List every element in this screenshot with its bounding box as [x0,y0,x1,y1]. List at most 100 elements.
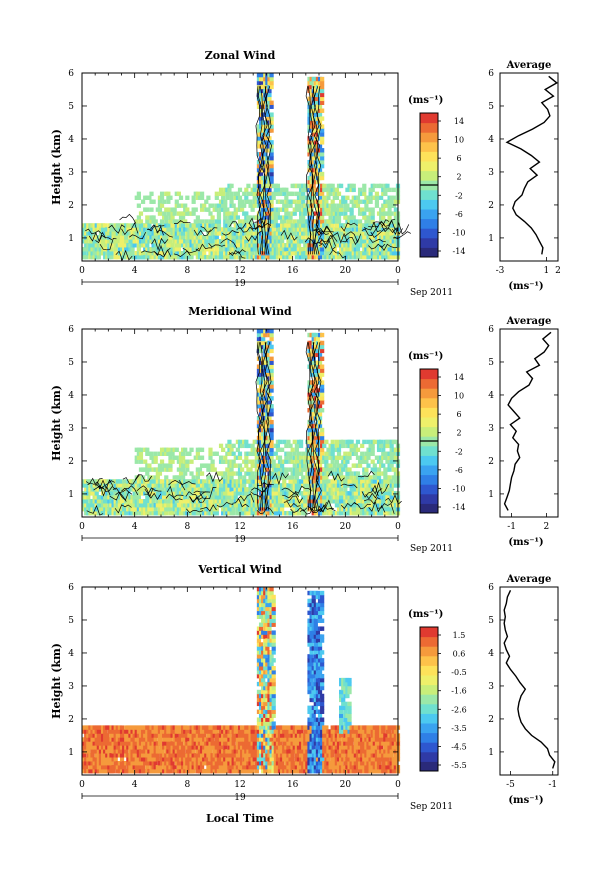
heatmap-cell [277,447,283,453]
heatmap-cell [126,764,131,770]
heatmap-cell [122,737,127,742]
heatmap-cell [145,254,150,260]
heatmap-cell [269,510,274,516]
heatmap-cell [223,203,228,208]
heatmap-cell [294,227,299,232]
heatmap-cell [164,247,169,252]
heatmap-cell [277,239,283,244]
y-tick-label: 3 [68,168,74,178]
heatmap-cell [265,140,270,145]
heatmap-cell [229,195,234,200]
heatmap-cell [113,495,118,500]
heatmap-cell [311,332,316,338]
heatmap-cell [151,250,156,256]
heatmap-cell [263,120,268,125]
heatmap-cell [376,475,382,480]
heatmap-cell [258,328,264,334]
heatmap-cell [296,499,302,504]
heatmap-cell [265,80,270,86]
heatmap-cell [214,231,219,236]
heatmap-cell [258,72,264,78]
heatmap-cell [317,404,323,409]
heatmap-cell [107,753,112,758]
heatmap-cell [115,741,120,746]
heatmap-cell [157,479,163,484]
heatmap-cell [136,745,141,750]
heatmap-cell [86,729,91,734]
heatmap-cell [341,235,346,240]
heatmap-cell [202,503,207,508]
heatmap-cell [288,451,293,456]
profile-y-tick-label: 5 [488,102,494,112]
heatmap-cell [237,195,243,200]
heatmap-cell [229,243,234,248]
heatmap-cell [153,467,158,472]
heatmap-cell [235,215,240,220]
heatmap-cell [258,388,264,393]
heatmap-cell [309,356,314,361]
heatmap-cell [309,148,314,153]
heatmap-cell [122,483,127,488]
heatmap-cell [122,243,127,248]
heatmap-cell [136,455,141,460]
heatmap-cell [170,510,175,516]
heatmap-cell [381,479,386,484]
heatmap-cell [311,495,316,500]
heatmap-cell [349,495,354,500]
heatmap-cell [248,487,253,492]
heatmap-cell [246,471,251,476]
heatmap-cell [221,447,226,453]
heatmap-cell [294,223,299,228]
heatmap-cell [315,368,321,373]
heatmap-cell [273,479,278,484]
heatmap-cell [353,491,358,496]
heatmap-cell [376,459,382,464]
heatmap-cell [379,503,384,508]
heatmap-cell [296,247,302,252]
heatmap-cell [273,503,278,508]
heatmap-cell [317,360,323,365]
heatmap-cell [90,741,95,746]
heatmap-cell [336,455,342,460]
heatmap-cell [267,360,272,365]
heatmap-cell [134,741,139,746]
heatmap-cell [366,503,371,508]
heatmap-cell [181,479,186,484]
heatmap-cell [244,455,249,460]
heatmap-cell [320,483,325,488]
heatmap-cell [155,483,160,488]
heatmap-cell [237,203,243,208]
heatmap-cell [313,88,318,94]
heatmap-cell [119,250,125,256]
heatmap-cell [172,503,177,508]
heatmap-cell [360,250,365,256]
heatmap-cell [343,223,348,228]
heatmap-cell [265,463,270,468]
heatmap-cell [309,479,314,484]
heatmap-cell [82,235,87,240]
heatmap-cell [172,239,177,244]
heatmap-cell [391,459,396,464]
heatmap-cell [307,128,312,133]
heatmap-cell [90,506,95,512]
heatmap-cell [90,753,95,758]
contour-line [195,243,213,252]
heatmap-cell [178,455,184,460]
heatmap-cell [149,235,154,240]
heatmap-cell [115,729,120,734]
profile-x-tick-label: -1 [507,522,516,532]
contour-line [168,480,186,491]
heatmap-cell [269,156,274,161]
heatmap-cell [265,435,270,441]
heatmap-cell [332,239,337,244]
heatmap-cell [235,250,240,256]
heatmap-cell [214,235,219,240]
heatmap-cell [244,199,249,204]
heatmap-cell [320,344,325,350]
heatmap-cell [256,219,262,224]
heatmap-cell [189,506,194,512]
heatmap-cell [244,231,249,236]
heatmap-cell [166,195,171,200]
heatmap-cell [389,463,394,468]
colorbar-swatch [420,493,438,504]
